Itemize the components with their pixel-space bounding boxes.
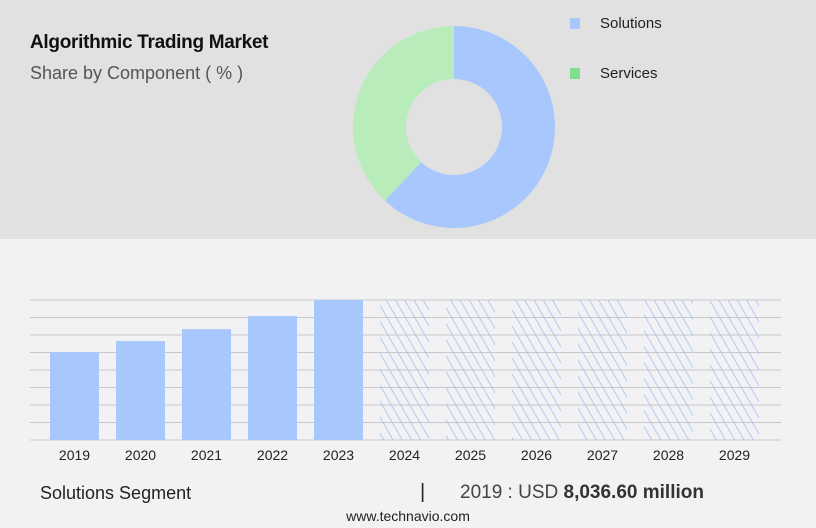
bar-forecast-2026 [512,300,561,440]
x-tick-label: 2023 [323,447,354,463]
x-tick-label: 2028 [653,447,684,463]
x-tick-label: 2025 [455,447,486,463]
legend-swatch [570,18,580,29]
source-link[interactable]: www.technavio.com [346,508,470,524]
bar-2019 [50,352,99,440]
bar-2021 [182,329,231,440]
segment-value: 2019 : USD 8,036.60 million [460,482,704,504]
page-title: Algorithmic Trading Market [30,32,269,53]
x-tick-label: 2019 [59,447,90,463]
bar-2022 [248,316,297,440]
x-tick-label: 2029 [719,447,750,463]
legend-swatch [570,68,580,79]
bar-2023 [314,300,363,440]
donut-slice-services [353,25,454,201]
bar-2020 [116,341,165,440]
segment-label: Solutions Segment [40,483,192,503]
x-tick-label: 2022 [257,447,288,463]
x-tick-label: 2024 [389,447,420,463]
bar-forecast-2029 [710,300,759,440]
bar-forecast-2024 [380,300,429,440]
bar-forecast-2028 [644,300,693,440]
x-tick-label: 2026 [521,447,552,463]
legend-item-solutions: Solutions [570,15,662,32]
donut-slice-solutions [384,26,555,228]
separator: | [420,481,426,503]
page-subtitle: Share by Component ( % ) [30,63,244,83]
bar-forecast-2025 [446,300,495,440]
x-tick-label: 2027 [587,447,618,463]
legend-label: Solutions [600,15,662,32]
x-tick-label: 2021 [191,447,222,463]
legend-item-services: Services [570,65,658,82]
bar-forecast-2027 [578,300,627,440]
x-tick-label: 2020 [125,447,156,463]
value-amount: 8,036.60 million [563,482,704,503]
value-prefix: 2019 : USD [460,482,564,503]
legend-label: Services [600,65,658,82]
